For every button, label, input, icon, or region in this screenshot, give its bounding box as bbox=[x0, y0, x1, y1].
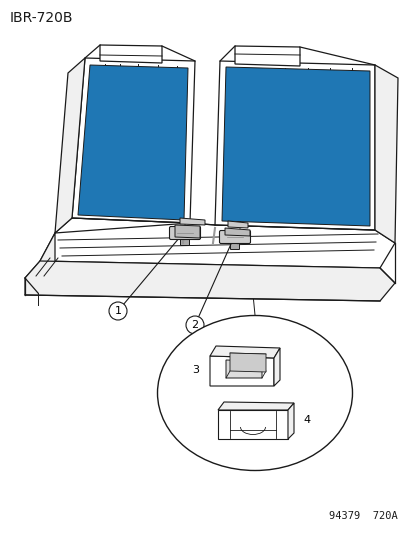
Polygon shape bbox=[72, 58, 195, 223]
Polygon shape bbox=[209, 346, 279, 358]
Circle shape bbox=[185, 316, 204, 334]
Text: 3: 3 bbox=[192, 365, 199, 375]
Text: 94379  720A: 94379 720A bbox=[328, 511, 397, 521]
Polygon shape bbox=[100, 45, 161, 63]
Polygon shape bbox=[25, 233, 55, 293]
Polygon shape bbox=[25, 261, 394, 301]
Polygon shape bbox=[224, 228, 249, 236]
Polygon shape bbox=[78, 65, 188, 220]
Polygon shape bbox=[230, 353, 266, 372]
Polygon shape bbox=[209, 356, 273, 386]
Polygon shape bbox=[214, 61, 374, 230]
FancyBboxPatch shape bbox=[169, 227, 200, 239]
Circle shape bbox=[187, 361, 204, 379]
Ellipse shape bbox=[157, 316, 351, 471]
Polygon shape bbox=[287, 403, 293, 439]
Text: 2: 2 bbox=[191, 320, 198, 330]
FancyBboxPatch shape bbox=[180, 236, 189, 246]
Text: 4: 4 bbox=[303, 415, 310, 425]
Polygon shape bbox=[225, 360, 261, 378]
Polygon shape bbox=[218, 402, 293, 410]
Circle shape bbox=[297, 411, 315, 429]
Polygon shape bbox=[228, 221, 247, 228]
Polygon shape bbox=[218, 410, 287, 439]
Circle shape bbox=[109, 302, 127, 320]
Polygon shape bbox=[55, 58, 85, 233]
Polygon shape bbox=[273, 348, 279, 386]
Polygon shape bbox=[235, 46, 299, 66]
Text: 1: 1 bbox=[114, 306, 121, 316]
Polygon shape bbox=[40, 218, 394, 268]
Text: IBR-720B: IBR-720B bbox=[10, 11, 74, 25]
Polygon shape bbox=[175, 225, 199, 238]
Polygon shape bbox=[221, 67, 369, 226]
FancyBboxPatch shape bbox=[219, 230, 250, 244]
Polygon shape bbox=[374, 65, 397, 243]
FancyBboxPatch shape bbox=[230, 239, 239, 249]
Polygon shape bbox=[180, 218, 204, 225]
